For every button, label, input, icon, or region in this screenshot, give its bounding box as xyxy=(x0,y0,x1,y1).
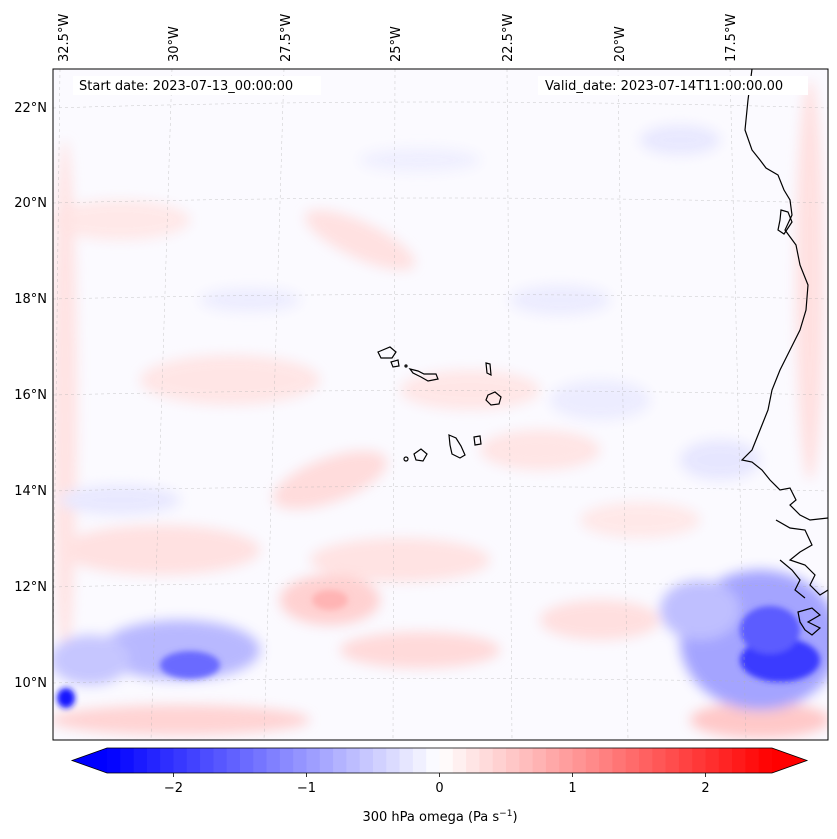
colorbar-cell xyxy=(479,748,494,773)
lat-label: 22°N xyxy=(14,101,47,116)
lon-label: 22.5°W xyxy=(501,14,516,62)
colorbar-cell xyxy=(519,748,534,773)
colorbar-extend-max xyxy=(772,748,807,773)
lon-label: 32.5°W xyxy=(57,14,72,62)
colorbar-cell xyxy=(319,748,334,773)
island-santo-antao xyxy=(377,346,397,359)
colorbar-cell xyxy=(559,748,574,773)
colorbar-tick-label: −2 xyxy=(164,781,183,796)
colorbar-cell xyxy=(213,748,228,773)
colorbar-cell xyxy=(585,748,600,773)
lon-label: 27.5°W xyxy=(279,14,294,62)
lat-label: 12°N xyxy=(14,580,47,595)
colorbar-cell xyxy=(745,748,760,773)
colorbar-cell xyxy=(186,748,201,773)
colorbar-cell xyxy=(266,748,281,773)
lon-label: 20°W xyxy=(613,26,628,62)
colorbar-cell xyxy=(306,748,321,773)
colorbar-cell xyxy=(639,748,653,773)
colorbar-cell xyxy=(758,748,773,773)
island-fogo xyxy=(413,448,428,462)
colorbar-cell xyxy=(146,748,161,773)
colorbar-cell xyxy=(652,748,667,773)
colorbar-cell xyxy=(439,748,454,773)
colorbar-cell xyxy=(705,748,720,773)
map-frame xyxy=(52,68,829,741)
colorbar-cell xyxy=(572,748,587,773)
colorbar-cell xyxy=(359,748,374,773)
colorbar-cell xyxy=(665,748,680,773)
colorbar-cell xyxy=(412,748,427,773)
africa-coastline xyxy=(740,69,828,521)
lon-label: 17.5°W xyxy=(724,14,739,62)
lon-label: 30°W xyxy=(167,26,182,62)
island-sao-nicolau xyxy=(408,368,439,382)
island-sao-vicente xyxy=(390,359,400,368)
colorbar-extend-min xyxy=(72,748,107,773)
colorbar-tick-label: 1 xyxy=(568,781,576,796)
colorbar-cell xyxy=(426,748,441,773)
colorbar: −2 −1 0 1 2 300 hPa omega (Pa s−1) xyxy=(70,747,809,825)
colorbar-cell xyxy=(346,748,361,773)
colorbar-cell xyxy=(399,748,414,773)
longitude-labels: 32.5°W 30°W 27.5°W 25°W 22.5°W 20°W 17.5… xyxy=(57,14,739,62)
colorbar-tick-label: −1 xyxy=(297,781,316,796)
colorbar-cell xyxy=(599,748,613,773)
colorbar-cell xyxy=(200,748,214,773)
colorbar-cell xyxy=(173,748,188,773)
colorbar-cell xyxy=(506,748,520,773)
colorbar-cell xyxy=(612,748,627,773)
lat-label: 18°N xyxy=(14,292,47,307)
colorbar-cell xyxy=(107,748,121,773)
colorbar-outline xyxy=(70,747,809,774)
island-sal xyxy=(485,362,492,377)
colorbar-cell xyxy=(625,748,640,773)
start-date-label: Start date: 2023-07-13_00:00:00 xyxy=(79,79,293,94)
gridlines xyxy=(53,69,828,740)
lat-label: 14°N xyxy=(14,484,47,499)
colorbar-cell xyxy=(253,748,268,773)
island-boa-vista xyxy=(485,391,502,406)
colorbar-cells xyxy=(107,748,773,773)
colorbar-cell xyxy=(732,748,746,773)
valid-date-box xyxy=(538,76,808,95)
latitude-labels: 22°N 20°N 18°N 16°N 14°N 12°N 10°N xyxy=(14,101,47,691)
island-santa-luzia xyxy=(404,364,408,368)
colorbar-cell xyxy=(466,748,480,773)
colorbar-cell xyxy=(133,748,148,773)
colorbar-cell xyxy=(492,748,507,773)
lat-label: 16°N xyxy=(14,388,47,403)
coastlines xyxy=(740,69,828,636)
colorbar-cell xyxy=(120,748,135,773)
colorbar-label: 300 hPa omega (Pa s−1) xyxy=(362,809,517,825)
cabo-verde-islands xyxy=(377,346,502,462)
colorbar-cell xyxy=(333,748,347,773)
start-date-box xyxy=(73,76,321,95)
colorbar-tick-label: 0 xyxy=(435,781,443,796)
island-santiago xyxy=(448,434,466,459)
lon-label: 25°W xyxy=(389,26,404,62)
colorbar-cell xyxy=(678,748,693,773)
lat-label: 20°N xyxy=(14,196,47,211)
colorbar-cell xyxy=(692,748,707,773)
island-brava xyxy=(403,456,409,462)
colorbar-cell xyxy=(279,748,294,773)
colorbar-cell xyxy=(226,748,241,773)
colorbar-cell xyxy=(240,748,254,773)
colorbar-cell xyxy=(532,748,547,773)
lat-label: 10°N xyxy=(14,676,47,691)
colorbar-ticks: −2 −1 0 1 2 xyxy=(164,773,710,796)
colorbar-cell xyxy=(386,748,401,773)
colorbar-cell xyxy=(452,748,467,773)
valid-date-label: Valid_date: 2023-07-14T11:00:00.00 xyxy=(545,79,783,94)
colorbar-tick-label: 2 xyxy=(701,781,709,796)
colorbar-cell xyxy=(718,748,733,773)
colorbar-cell xyxy=(160,748,175,773)
colorbar-cell xyxy=(293,748,308,773)
island-maio xyxy=(473,435,482,446)
colorbar-cell xyxy=(545,748,560,773)
colorbar-cell xyxy=(373,748,387,773)
